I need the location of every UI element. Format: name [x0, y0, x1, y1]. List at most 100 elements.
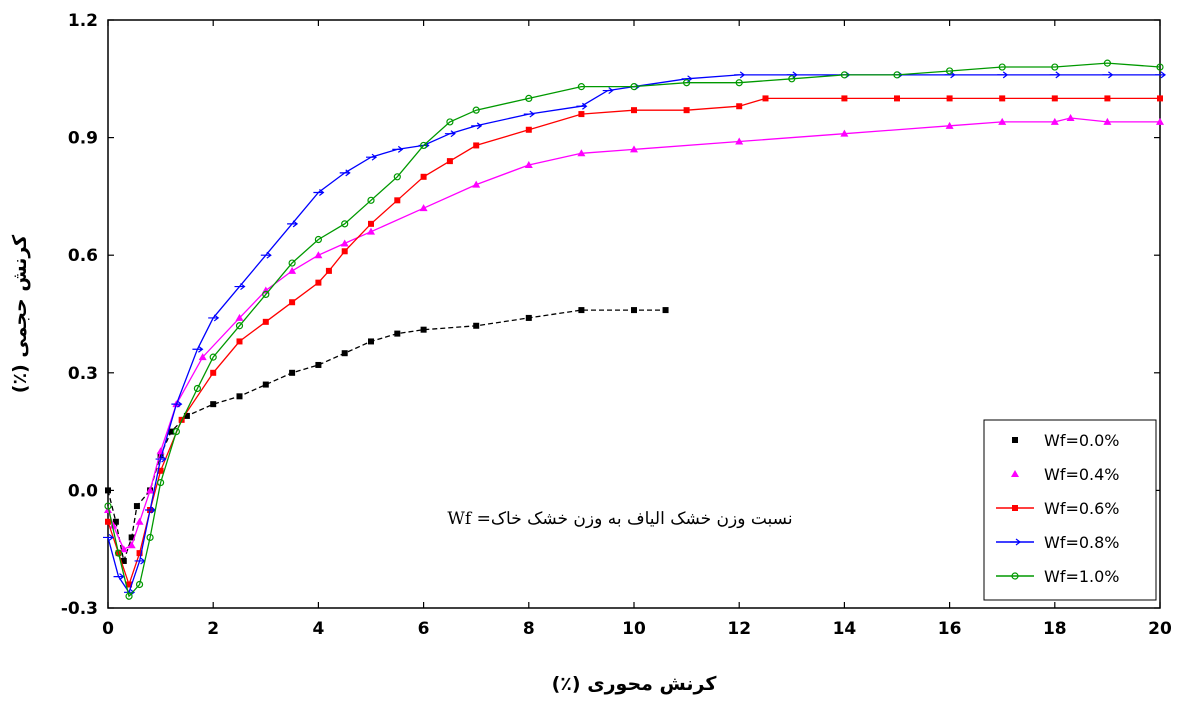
x-tick-label: 2	[207, 619, 219, 639]
data-point	[157, 478, 165, 487]
x-tick-label: 0	[102, 619, 114, 639]
data-point	[210, 401, 217, 408]
data-point	[393, 173, 401, 181]
data-point	[446, 118, 454, 126]
data-point	[419, 204, 428, 212]
series-line	[107, 97, 1160, 587]
data-point	[288, 259, 296, 267]
data-point	[998, 117, 1007, 125]
data-point	[171, 400, 183, 408]
data-point	[840, 129, 849, 137]
x-tick-label: 4	[312, 619, 324, 639]
data-point	[136, 550, 143, 557]
data-point	[1156, 63, 1164, 71]
data-point	[525, 126, 532, 133]
data-point	[577, 149, 586, 157]
data-point	[262, 318, 269, 325]
data-point	[114, 549, 123, 557]
data-point	[315, 279, 322, 286]
data-point	[1157, 95, 1163, 102]
data-point	[127, 541, 136, 549]
data-point	[446, 158, 453, 165]
data-point	[105, 518, 111, 525]
legend-label: Wf=0.4%	[1044, 465, 1120, 484]
data-point	[997, 71, 1009, 79]
series-layer	[103, 59, 1166, 600]
data-point	[183, 412, 190, 419]
data-point	[262, 290, 270, 298]
x-tick-label: 8	[523, 619, 535, 639]
data-point	[325, 267, 332, 274]
data-point	[945, 67, 954, 75]
data-point	[735, 137, 744, 145]
data-point	[841, 95, 848, 102]
y-tick-label: 0.6	[68, 246, 98, 266]
data-point	[525, 94, 533, 103]
data-point	[262, 381, 269, 388]
data-point	[1104, 95, 1111, 102]
data-point	[473, 322, 480, 329]
x-axis-title: کرنش محوری (٪)	[552, 673, 718, 695]
data-point	[289, 299, 296, 306]
legend-item: Wf=0.8%	[996, 533, 1120, 552]
data-point	[602, 87, 614, 95]
data-point	[472, 106, 480, 114]
data-point	[146, 486, 155, 494]
data-point	[999, 95, 1006, 102]
data-point	[366, 153, 377, 161]
data-point	[367, 196, 375, 204]
data-point	[260, 251, 272, 259]
data-point	[313, 189, 325, 196]
data-point	[367, 227, 375, 235]
legend-label: Wf=1.0%	[1044, 567, 1120, 586]
data-point	[339, 169, 351, 177]
data-point	[135, 517, 144, 525]
legend-marker	[1012, 505, 1018, 511]
x-tick-label: 20	[1148, 619, 1172, 639]
data-point	[314, 235, 322, 244]
x-tick-label: 6	[418, 619, 430, 639]
data-point	[945, 121, 954, 129]
legend: Wf=0.0% Wf=0.4% Wf=0.6% Wf=0.8% Wf=1.0%	[983, 419, 1157, 601]
data-point	[340, 239, 349, 247]
data-point	[341, 350, 348, 357]
data-point	[155, 455, 167, 463]
y-tick-label: 0.0	[68, 481, 98, 501]
data-point	[172, 428, 180, 436]
data-point	[314, 251, 323, 259]
x-tick-label: 12	[727, 619, 751, 639]
data-point	[120, 557, 127, 564]
data-point	[198, 353, 207, 361]
data-point	[523, 110, 535, 118]
x-tick-label: 18	[1043, 619, 1067, 639]
x-tick-label: 16	[938, 619, 962, 639]
data-point	[840, 71, 849, 79]
data-point	[420, 173, 427, 180]
legend-marker	[1010, 538, 1021, 546]
data-point	[1051, 95, 1058, 102]
legend-marker	[1011, 470, 1019, 477]
data-point	[126, 581, 133, 588]
data-point	[236, 338, 243, 345]
data-point	[420, 141, 428, 150]
data-point	[444, 130, 456, 138]
data-point	[133, 503, 140, 510]
data-point	[125, 592, 133, 600]
x-tick-label: 14	[833, 619, 857, 639]
data-point	[315, 361, 322, 368]
data-point	[525, 314, 532, 321]
data-point	[946, 95, 953, 102]
data-point	[113, 573, 125, 581]
data-point	[234, 283, 246, 291]
data-point	[1103, 117, 1112, 125]
data-point	[341, 248, 348, 255]
data-point	[473, 142, 480, 149]
data-point	[736, 103, 743, 110]
data-point	[193, 384, 202, 393]
data-point	[1050, 117, 1059, 125]
data-point	[1051, 63, 1059, 71]
legend-item: Wf=0.4%	[1011, 465, 1120, 484]
data-point	[893, 71, 901, 79]
data-point	[104, 502, 112, 510]
